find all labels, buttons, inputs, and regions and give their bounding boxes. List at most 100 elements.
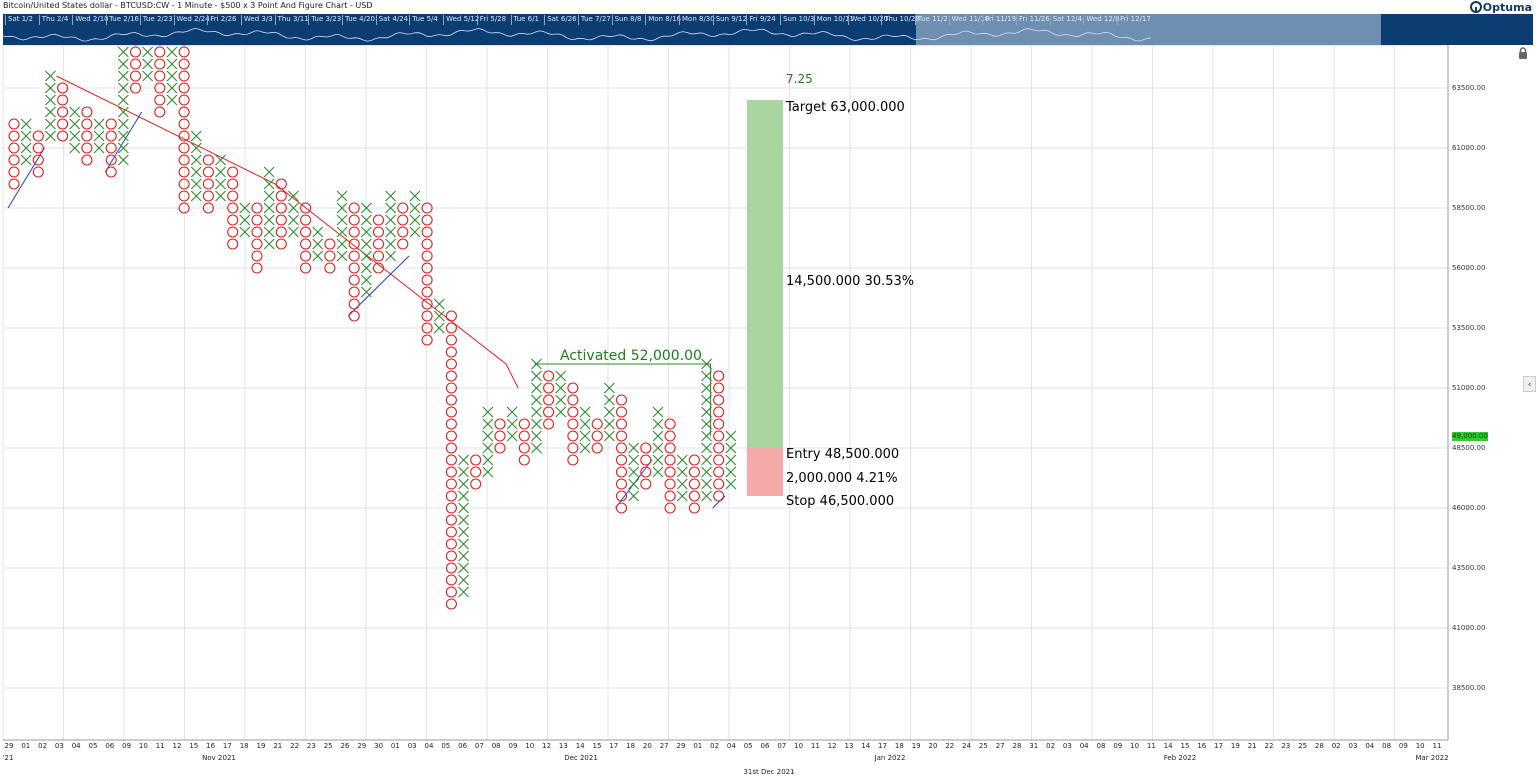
- x-tick-label: 12: [542, 742, 552, 750]
- pnf-column: [81, 106, 93, 166]
- o-box: [688, 478, 700, 490]
- x-tick-label: 02: [710, 742, 720, 750]
- x-box: [360, 202, 372, 214]
- o-box: [688, 490, 700, 502]
- o-box: [372, 262, 385, 274]
- o-box: [227, 226, 239, 238]
- y-tick-label: 58500.00: [1452, 204, 1486, 212]
- o-box: [421, 298, 433, 310]
- o-box: [397, 226, 409, 238]
- o-box: [421, 334, 433, 346]
- o-box: [154, 46, 166, 58]
- overview-tick: Wed 3/3: [240, 15, 273, 25]
- x-box: [117, 58, 129, 70]
- x-box: [701, 406, 712, 418]
- x-box: [701, 478, 712, 490]
- o-box: [348, 274, 360, 286]
- x-tick-label: 17: [609, 742, 619, 750]
- x-box: [190, 178, 202, 190]
- o-box: [178, 178, 190, 190]
- pnf-column: [421, 202, 433, 346]
- pnf-column: [372, 214, 385, 274]
- x-box: [652, 454, 664, 466]
- x-box: [385, 250, 397, 262]
- pnf-column: [482, 406, 494, 478]
- x-box: [555, 406, 567, 418]
- x-box: [45, 130, 56, 142]
- x-tick-label: 14: [1163, 742, 1173, 750]
- x-box: [263, 238, 275, 250]
- overview-selection-window[interactable]: [916, 14, 1381, 45]
- pnf-column: [166, 45, 178, 106]
- risk-reward-zones: [747, 100, 783, 496]
- grid: [2, 45, 1449, 741]
- x-box: [458, 562, 469, 574]
- x-box: [312, 226, 324, 238]
- o-box: [324, 250, 336, 262]
- x-box: [117, 130, 129, 142]
- overview-tick: Sun 9/12: [712, 15, 747, 25]
- month-label: Jan 2022: [874, 754, 906, 762]
- o-box: [567, 454, 579, 466]
- x-tick-label: 05: [441, 742, 451, 750]
- overview-tick: Wed 11/10: [948, 15, 989, 25]
- o-box: [615, 454, 628, 466]
- year-edge-label: '21: [2, 754, 14, 762]
- o-box: [32, 142, 44, 154]
- y-tick-label: 63500.00: [1452, 84, 1486, 92]
- o-box: [591, 418, 603, 430]
- x-box: [117, 94, 129, 106]
- o-box: [445, 490, 457, 502]
- pnf-column: [129, 45, 142, 94]
- o-box: [567, 394, 579, 406]
- overview-tick: Tue 7/27: [577, 15, 611, 25]
- overview-navigator[interactable]: Sat 1/2 Thu 2/4 Wed 2/10 Tue 2/16 Tue 2/23 We…: [3, 14, 1533, 45]
- x-box: [652, 418, 664, 430]
- target-label: Target 63,000.000: [786, 100, 905, 115]
- overview-tick: Thu 2/4: [38, 15, 68, 25]
- overview-tick: Fri 11/19: [982, 15, 1016, 25]
- chart-title: Bitcoin/United States dollar - BTCUSD:CW…: [3, 1, 373, 10]
- x-tick-label: 25: [1298, 742, 1308, 750]
- x-box: [360, 214, 372, 226]
- o-box: [615, 406, 628, 418]
- pnf-column: [275, 178, 287, 250]
- collapse-panel-icon[interactable]: ‹: [1523, 376, 1536, 392]
- pnf-column: [312, 226, 324, 262]
- x-box: [579, 430, 591, 442]
- x-box: [215, 166, 226, 178]
- x-box: [701, 454, 712, 466]
- lock-icon[interactable]: [1516, 46, 1530, 60]
- x-box: [555, 370, 567, 382]
- o-box: [275, 214, 287, 226]
- x-tick-label: 17: [1214, 742, 1224, 750]
- o-box: [81, 130, 93, 142]
- o-box: [8, 178, 20, 190]
- overview-tick: Tue 2/16: [106, 15, 139, 25]
- x-box: [93, 118, 105, 130]
- x-tick-label: 27: [659, 742, 669, 750]
- x-box: [725, 478, 737, 490]
- x-box: [142, 58, 154, 70]
- x-box: [69, 106, 81, 118]
- y-tick-label: 61000.00: [1452, 144, 1486, 152]
- x-tick-label: 10: [1415, 742, 1425, 750]
- pnf-column: [57, 82, 69, 142]
- x-box: [725, 454, 737, 466]
- x-box: [385, 202, 397, 214]
- o-box: [57, 94, 69, 106]
- plot-area: [2, 45, 1449, 741]
- y-tick-label: 56000.00: [1452, 264, 1486, 272]
- pnf-column: [433, 298, 445, 334]
- chart-plot[interactable]: [0, 45, 1536, 783]
- pnf-column: [32, 130, 44, 178]
- x-tick-label: 03: [1062, 742, 1072, 750]
- o-box: [421, 202, 433, 214]
- x-box: [433, 310, 445, 322]
- o-box: [178, 82, 190, 94]
- o-box: [348, 202, 360, 214]
- brand-logo[interactable]: Optuma: [1469, 0, 1532, 14]
- o-box: [227, 166, 239, 178]
- pnf-column: [215, 154, 226, 202]
- o-box: [202, 178, 214, 190]
